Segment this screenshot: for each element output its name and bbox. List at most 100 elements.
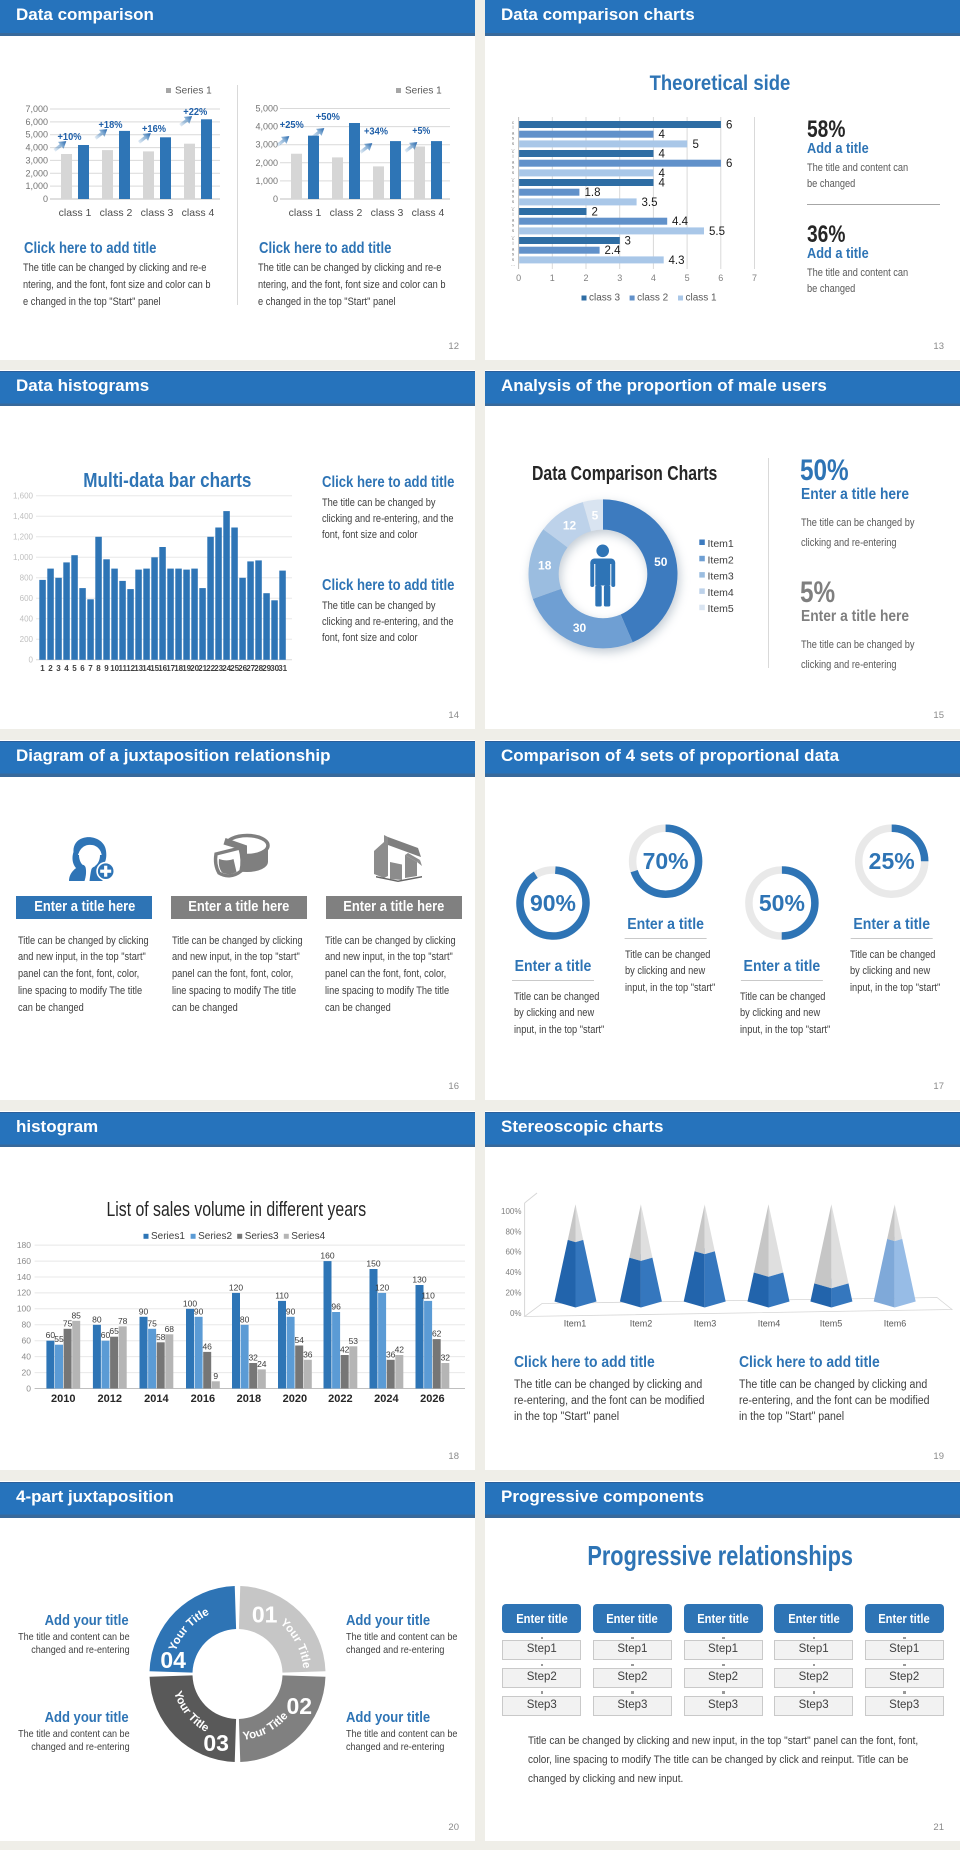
svg-text:140: 140: [17, 1271, 31, 1281]
svg-text:Enter a title: Enter a title: [515, 958, 592, 975]
svg-text:50: 50: [654, 555, 668, 569]
svg-text:36: 36: [386, 1349, 396, 1359]
svg-text:Series 1: Series 1: [405, 86, 442, 97]
svg-text:10: 10: [110, 664, 119, 673]
svg-text:3.5: 3.5: [642, 197, 658, 209]
svg-text:0: 0: [516, 273, 521, 283]
svg-text:Item4: Item4: [708, 586, 734, 598]
svg-text:1: 1: [40, 664, 45, 673]
svg-text:2: 2: [583, 273, 588, 283]
svg-text:19: 19: [182, 664, 191, 673]
svg-text:40: 40: [22, 1351, 32, 1361]
svg-text:40%: 40%: [505, 1268, 521, 1277]
svg-text:class 3: class 3: [589, 293, 621, 304]
svg-text:7: 7: [752, 273, 757, 283]
svg-text:62: 62: [432, 1328, 442, 1338]
svg-text:13: 13: [134, 664, 143, 673]
svg-text:75: 75: [147, 1318, 157, 1328]
svg-text:Item1: Item1: [564, 1318, 587, 1328]
svg-text:+5%: +5%: [412, 125, 431, 137]
svg-text:Enter a title: Enter a title: [744, 958, 821, 975]
svg-text:2014: 2014: [144, 1393, 169, 1405]
svg-text:04: 04: [160, 1647, 186, 1673]
svg-text:2: 2: [48, 664, 53, 673]
svg-text:Enter a title: Enter a title: [627, 916, 704, 933]
svg-text:class 4: class 4: [412, 207, 445, 219]
svg-text:1,000: 1,000: [25, 181, 48, 191]
svg-text:42: 42: [395, 1344, 405, 1354]
svg-text:2,000: 2,000: [25, 168, 48, 178]
svg-text:5: 5: [693, 139, 699, 151]
svg-text:0: 0: [273, 194, 278, 204]
svg-text:4.3: 4.3: [669, 255, 685, 267]
svg-text:2022: 2022: [328, 1393, 352, 1405]
svg-text:25: 25: [230, 664, 239, 673]
svg-text:5,000: 5,000: [255, 104, 278, 114]
svg-text:80: 80: [92, 1314, 102, 1324]
svg-text:85: 85: [71, 1310, 81, 1320]
svg-text:0%: 0%: [510, 1308, 522, 1317]
svg-text:class...: c l a s s...: [511, 236, 515, 267]
svg-text:55: 55: [54, 1334, 64, 1344]
svg-text:800: 800: [20, 573, 34, 582]
svg-text:53: 53: [349, 1335, 359, 1345]
svg-text:2: 2: [592, 207, 598, 219]
svg-text:80: 80: [22, 1319, 32, 1329]
svg-text:200: 200: [20, 634, 34, 643]
svg-text:15: 15: [150, 664, 159, 673]
svg-text:2012: 2012: [98, 1393, 122, 1405]
svg-text:130: 130: [412, 1274, 426, 1284]
svg-text:2010: 2010: [51, 1393, 75, 1405]
svg-text:2016: 2016: [191, 1393, 215, 1405]
svg-text:0: 0: [43, 194, 48, 204]
svg-text:6: 6: [80, 664, 85, 673]
svg-text:+10%: +10%: [58, 131, 83, 143]
svg-text:6: 6: [718, 273, 723, 283]
svg-text:50%: 50%: [759, 890, 805, 916]
svg-text:Item3: Item3: [708, 570, 734, 582]
svg-text:02: 02: [287, 1693, 313, 1719]
svg-text:4: 4: [64, 664, 69, 673]
svg-text:+18%: +18%: [99, 119, 124, 131]
svg-text:2,000: 2,000: [255, 158, 278, 168]
svg-text:6: 6: [726, 120, 732, 132]
svg-text:4: 4: [651, 273, 656, 283]
svg-text:400: 400: [20, 614, 34, 623]
svg-text:120: 120: [375, 1282, 389, 1292]
svg-text:class 3: class 3: [371, 207, 404, 219]
svg-text:class 2: class 2: [100, 207, 133, 219]
svg-text:Enter a title: Enter a title: [853, 916, 930, 933]
svg-text:60: 60: [101, 1330, 111, 1340]
svg-text:20: 20: [22, 1367, 32, 1377]
svg-text:4,000: 4,000: [255, 122, 278, 132]
svg-text:6: 6: [726, 158, 732, 170]
svg-text:2026: 2026: [420, 1393, 444, 1405]
svg-text:2020: 2020: [283, 1393, 307, 1405]
svg-text:2.4: 2.4: [605, 245, 622, 257]
svg-text:58: 58: [156, 1331, 166, 1341]
svg-text:30: 30: [573, 621, 587, 635]
svg-text:26: 26: [238, 664, 247, 673]
svg-text:22: 22: [206, 664, 215, 673]
svg-text:17: 17: [166, 664, 175, 673]
svg-text:Series4: Series4: [291, 1231, 325, 1242]
svg-text:1.8: 1.8: [585, 187, 601, 199]
svg-text:31: 31: [278, 664, 287, 673]
svg-text:20: 20: [190, 664, 199, 673]
svg-text:18: 18: [538, 558, 552, 572]
svg-text:4: 4: [659, 178, 666, 190]
svg-text:+22%: +22%: [183, 106, 208, 118]
svg-text:120: 120: [17, 1287, 31, 1297]
svg-text:110: 110: [421, 1290, 435, 1300]
svg-text:01: 01: [252, 1602, 278, 1628]
svg-text:Item5: Item5: [708, 603, 734, 615]
svg-text:1,600: 1,600: [13, 491, 34, 500]
svg-text:60: 60: [46, 1330, 56, 1340]
svg-text:100: 100: [183, 1298, 197, 1308]
svg-text:4,000: 4,000: [25, 143, 48, 153]
svg-text:21: 21: [198, 664, 207, 673]
svg-text:Item3: Item3: [694, 1318, 717, 1328]
svg-text:12: 12: [126, 664, 135, 673]
svg-text:36: 36: [303, 1349, 313, 1359]
svg-text:160: 160: [17, 1255, 31, 1265]
